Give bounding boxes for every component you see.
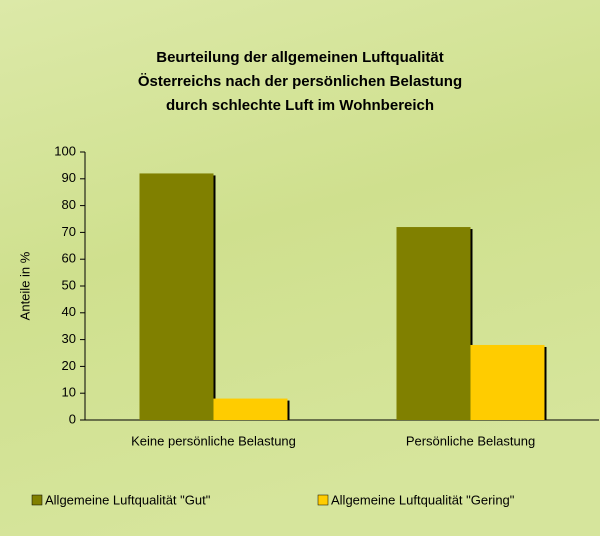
x-tick-label: Keine persönliche Belastung bbox=[131, 433, 296, 448]
bar bbox=[140, 173, 214, 420]
y-tick-label: 90 bbox=[62, 170, 76, 185]
chart-title: durch schlechte Luft im Wohnbereich bbox=[166, 97, 434, 114]
x-tick-label: Persönliche Belastung bbox=[406, 433, 535, 448]
y-axis-label: Anteile in % bbox=[17, 251, 32, 320]
y-tick-label: 60 bbox=[62, 251, 76, 266]
bar bbox=[397, 227, 471, 420]
bar bbox=[214, 399, 288, 420]
legend-label: Allgemeine Luftqualität "Gering" bbox=[331, 492, 515, 507]
y-tick-label: 10 bbox=[62, 385, 76, 400]
legend-label: Allgemeine Luftqualität "Gut" bbox=[45, 492, 211, 507]
y-tick-label: 30 bbox=[62, 331, 76, 346]
chart-title: Beurteilung der allgemeinen Luftqualität bbox=[156, 49, 444, 66]
bar bbox=[471, 345, 545, 420]
legend-swatch bbox=[318, 495, 328, 505]
y-tick-label: 20 bbox=[62, 358, 76, 373]
legend-swatch bbox=[32, 495, 42, 505]
y-tick-label: 0 bbox=[69, 411, 76, 426]
y-tick-label: 70 bbox=[62, 224, 76, 239]
y-tick-label: 80 bbox=[62, 197, 76, 212]
chart: Beurteilung der allgemeinen Luftqualität… bbox=[0, 0, 600, 536]
y-tick-label: 40 bbox=[62, 304, 76, 319]
y-tick-label: 50 bbox=[62, 277, 76, 292]
chart-title: Österreichs nach der persönlichen Belast… bbox=[138, 73, 462, 90]
y-tick-label: 100 bbox=[54, 143, 76, 158]
